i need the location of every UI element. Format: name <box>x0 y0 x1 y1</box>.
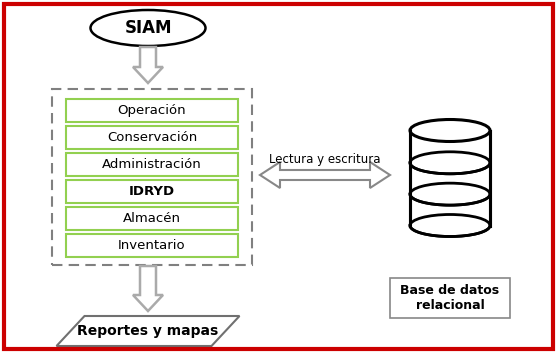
Ellipse shape <box>410 152 490 174</box>
Polygon shape <box>133 47 163 83</box>
FancyBboxPatch shape <box>66 180 238 203</box>
Ellipse shape <box>410 183 490 205</box>
FancyBboxPatch shape <box>66 153 238 176</box>
Polygon shape <box>56 316 240 346</box>
FancyBboxPatch shape <box>66 99 238 122</box>
FancyBboxPatch shape <box>390 278 510 318</box>
Text: Base de datos
relacional: Base de datos relacional <box>400 284 500 312</box>
FancyBboxPatch shape <box>66 126 238 149</box>
Polygon shape <box>133 266 163 311</box>
Ellipse shape <box>410 120 490 142</box>
Ellipse shape <box>90 10 206 46</box>
Text: Inventario: Inventario <box>118 239 186 252</box>
Text: Reportes y mapas: Reportes y mapas <box>77 324 219 338</box>
Bar <box>410 131 490 226</box>
Ellipse shape <box>410 215 490 237</box>
Text: Lectura y escritura: Lectura y escritura <box>269 152 381 166</box>
Polygon shape <box>260 162 390 188</box>
FancyBboxPatch shape <box>66 207 238 230</box>
FancyBboxPatch shape <box>66 234 238 257</box>
Text: Conservación: Conservación <box>107 131 197 144</box>
Text: Administración: Administración <box>102 158 202 171</box>
Bar <box>262 169 388 181</box>
Text: Operación: Operación <box>118 104 186 117</box>
Text: IDRYD: IDRYD <box>129 185 175 198</box>
Text: SIAM: SIAM <box>124 19 172 37</box>
Text: Almacén: Almacén <box>123 212 181 225</box>
